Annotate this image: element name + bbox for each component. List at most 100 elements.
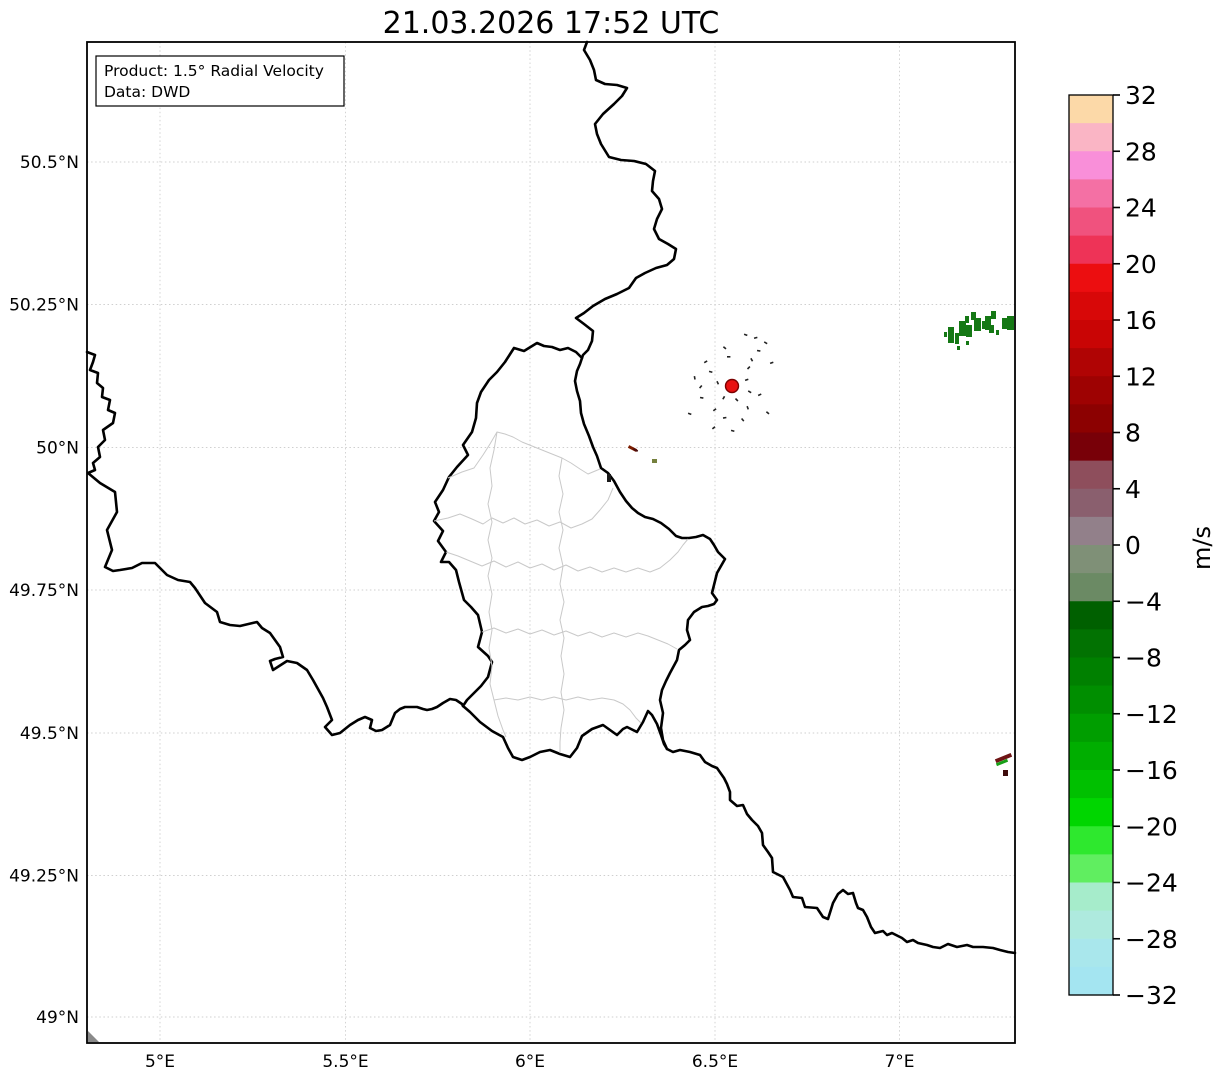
green-echo-cell [944, 332, 947, 337]
clutter-speckle [756, 349, 761, 352]
green-echo-cell [982, 321, 986, 329]
y-axis-tick-label: 50.25°N [9, 296, 79, 316]
colorbar-tick-label: −32 [1125, 981, 1178, 1010]
colorbar-cell [1069, 770, 1113, 799]
colorbar-tick-label: −20 [1125, 812, 1178, 841]
colorbar-tick-label: −4 [1125, 587, 1162, 616]
clutter-speckle [699, 396, 704, 399]
colorbar-cell [1069, 741, 1113, 771]
y-axis-tick-label: 50.5°N [20, 153, 79, 173]
colorbar-cell [1069, 573, 1113, 602]
clutter-speckle [727, 356, 731, 358]
colorbar-tick-label: 28 [1125, 137, 1157, 166]
misc-echo [995, 758, 1009, 767]
green-echo-cell [985, 316, 991, 330]
border-france-belgium [85, 350, 465, 737]
colorbar-cell [1069, 151, 1113, 180]
colorbar-cell [1069, 460, 1113, 490]
green-echo-cell [996, 330, 999, 335]
green-echo-cell [971, 312, 976, 320]
gridlines [87, 42, 1015, 1043]
clutter-speckle [716, 380, 720, 385]
clutter-speckle [687, 412, 692, 416]
colorbar-unit-label: m/s [1188, 526, 1216, 570]
colorbar-cell [1069, 488, 1113, 518]
colorbar-cell [1069, 685, 1113, 715]
clutter-speckle [757, 393, 762, 397]
canton-line [481, 627, 678, 650]
border-france-germany [665, 747, 1017, 955]
colorbar-cell [1069, 179, 1113, 209]
colorbar-tick-label: −24 [1125, 869, 1178, 898]
colorbar-tick-label: 4 [1125, 475, 1141, 504]
green-echo-cell [948, 327, 954, 343]
info-box-product: Product: 1.5° Radial Velocity [104, 62, 324, 80]
colorbar-cell [1069, 601, 1113, 630]
clutter-speckle [765, 411, 770, 415]
misc-echo [652, 459, 657, 463]
misc-echoes [607, 445, 1013, 776]
colorbar-cell [1069, 938, 1113, 968]
y-axis-tick-label: 50°N [36, 439, 79, 459]
colorbar-tick-label: 24 [1125, 194, 1157, 223]
green-echo-cell [974, 318, 981, 331]
colorbar-tick-label: 12 [1125, 362, 1157, 391]
y-axis-tick-label: 49.25°N [9, 867, 79, 887]
colorbar [1069, 95, 1113, 996]
colorbar-cell [1069, 966, 1113, 996]
colorbar-cell [1069, 657, 1113, 687]
canton-line [445, 538, 689, 573]
x-axis-labels: 5°E 5.5°E 6°E 6.5°E 7°E [145, 1052, 915, 1072]
canton-borders [433, 431, 689, 753]
colorbar-cell [1069, 629, 1113, 659]
y-axis-tick-label: 49.75°N [9, 581, 79, 601]
x-axis-tick-label: 5.5°E [322, 1052, 368, 1072]
colorbar-cell [1069, 798, 1113, 827]
clutter-speckle [722, 416, 727, 419]
green-echo-cell [989, 325, 994, 333]
map-frame [86, 41, 1016, 1044]
clutter-speckle [730, 429, 735, 433]
colorbar-tick-label: 16 [1125, 306, 1157, 335]
colorbar-cell [1069, 545, 1113, 574]
x-axis-tick-label: 6°E [515, 1052, 545, 1072]
clutter-speckle [740, 417, 745, 422]
green-echo-cell [966, 325, 972, 337]
info-box-source: Data: DWD [104, 83, 190, 101]
colorbar-cell [1069, 854, 1113, 884]
green-echo-cell [959, 321, 966, 336]
green-echo-cell [1002, 318, 1007, 329]
green-echo-cell [991, 311, 996, 319]
clutter-speckle [747, 390, 752, 394]
colorbar-tick-label: 32 [1125, 81, 1157, 110]
clutter-speckle [750, 357, 754, 362]
clutter-speckle [753, 336, 758, 340]
clutter-speckles [687, 333, 774, 433]
colorbar-tick-label: −12 [1125, 700, 1178, 729]
colorbar-tick-label: 0 [1125, 531, 1141, 560]
clutter-speckle [746, 405, 750, 410]
clutter-speckle [698, 384, 703, 389]
colorbar-tick-label: 8 [1125, 419, 1141, 448]
green-echo-cluster [944, 311, 1014, 350]
colorbar-cell [1069, 713, 1113, 743]
x-axis-tick-label: 5°E [145, 1052, 175, 1072]
canton-line [558, 457, 565, 753]
colorbar-cell [1069, 95, 1113, 124]
colorbar-ticks: 32 28 24 20 16 12 8 4 0 −4 −8 −12 −16 −20 −24 −28 −32 [1113, 81, 1178, 1010]
clutter-speckle [703, 360, 708, 364]
colorbar-cell [1069, 235, 1113, 265]
clutter-speckle [746, 366, 751, 370]
colorbar-tick-label: −8 [1125, 644, 1162, 673]
clutter-speckle [712, 408, 717, 412]
colorbar-tick-label: 20 [1125, 250, 1157, 279]
clutter-speckle [708, 370, 713, 374]
corner-land-patch [88, 1031, 99, 1042]
colorbar-cell [1069, 376, 1113, 405]
y-axis-labels: 50.5°N 50.25°N 50°N 49.75°N 49.5°N 49.25°N 49°… [9, 153, 79, 1028]
colorbar-cell [1069, 432, 1113, 462]
colorbar-cell [1069, 123, 1113, 152]
plot-title: 21.03.2026 17:52 UTC [383, 6, 720, 41]
clutter-speckle [769, 361, 774, 365]
